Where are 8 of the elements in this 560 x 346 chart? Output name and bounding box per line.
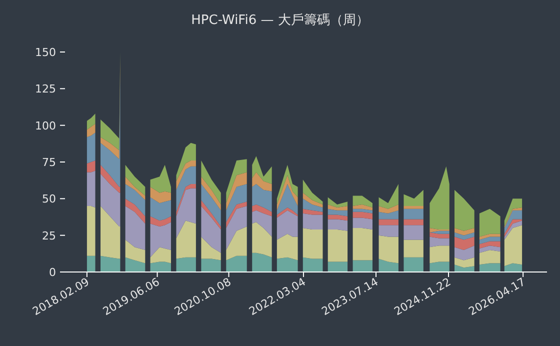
y-tick-label: 25 <box>42 229 56 242</box>
y-tick-label: 75 <box>42 156 56 169</box>
y-tick-label: 100 <box>35 119 56 132</box>
y-tick-label: 125 <box>35 82 56 96</box>
y-tick-label: 50 <box>42 192 56 206</box>
chart-title: HPC-WiFi6 — 大戶籌碼（周） <box>191 13 369 28</box>
y-tick-label: 0 <box>49 266 56 279</box>
y-tick-label: 150 <box>35 46 56 59</box>
